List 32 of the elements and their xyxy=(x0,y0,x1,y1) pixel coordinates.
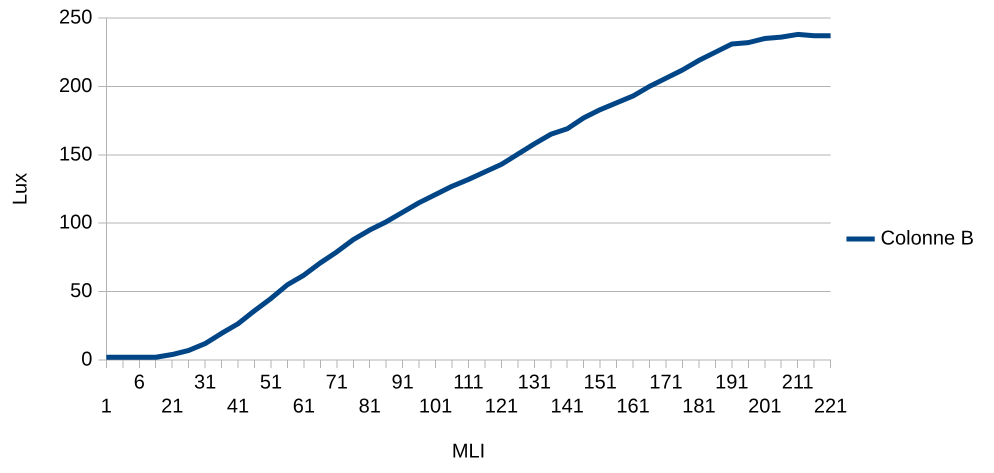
y-tick-label: 200 xyxy=(58,74,92,97)
x-tick-label: 1 xyxy=(100,396,112,418)
x-tick-label: 6 xyxy=(134,372,145,394)
x-tick-label: 51 xyxy=(260,372,282,394)
x-tick-label: 131 xyxy=(518,372,552,394)
y-tick-label: 150 xyxy=(58,143,92,166)
x-axis-title: MLI xyxy=(452,440,486,463)
y-tick-label: 50 xyxy=(70,280,92,302)
y-axis-title: Lux xyxy=(10,172,32,206)
x-tick-label: 111 xyxy=(453,372,484,394)
x-tick-label: 41 xyxy=(226,396,250,418)
x-tick-label: 91 xyxy=(392,372,414,394)
y-tick-label: 250 xyxy=(58,6,92,29)
x-tick-label: 141 xyxy=(550,396,584,418)
x-tick-label: 191 xyxy=(715,372,749,394)
y-tick-label: 100 xyxy=(58,212,92,234)
x-tick-label: 61 xyxy=(292,396,316,418)
x-tick-label: 151 xyxy=(583,372,617,394)
x-tick-label: 21 xyxy=(161,396,184,418)
x-tick-label: 221 xyxy=(814,396,848,418)
x-tick-label: 211 xyxy=(782,372,814,394)
x-tick-label: 161 xyxy=(616,396,650,418)
x-tick-label: 71 xyxy=(326,372,348,394)
x-tick-label: 121 xyxy=(484,396,518,418)
x-tick-label: 171 xyxy=(649,372,683,394)
x-tick-label: 181 xyxy=(682,396,716,418)
legend-label: Colonne B xyxy=(880,228,974,250)
x-tick-label: 81 xyxy=(358,396,381,418)
x-tick-label: 31 xyxy=(194,372,216,394)
x-tick-label: 101 xyxy=(418,396,452,418)
x-tick-label: 201 xyxy=(748,396,782,418)
y-tick-label: 0 xyxy=(81,348,92,371)
